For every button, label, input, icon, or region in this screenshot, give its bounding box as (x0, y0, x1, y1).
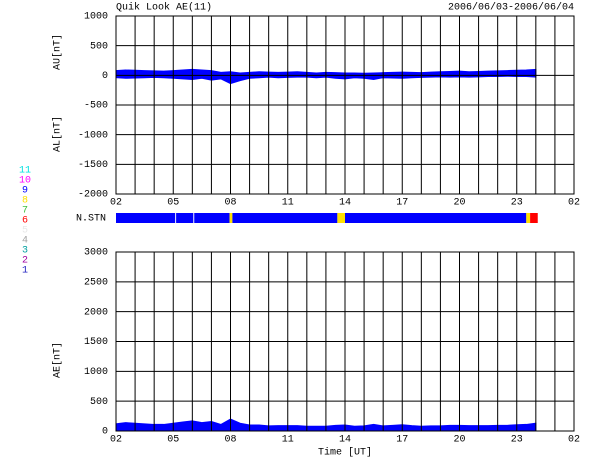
y-tick-label: 500 (90, 41, 108, 52)
x-tick-label: 02 (110, 198, 122, 209)
legend-label: 8 (22, 196, 28, 207)
y-tick-label: 0 (102, 427, 108, 438)
x-tick-label: 20 (453, 435, 465, 446)
y-axis-label: AE[nT] (52, 342, 64, 378)
y-tick-label: 2500 (84, 277, 108, 288)
area (115, 418, 537, 432)
legend-label: 4 (22, 236, 28, 247)
y-tick-label: 1500 (84, 337, 108, 348)
area (115, 74, 537, 85)
station-segment (232, 213, 338, 223)
station-segment (176, 213, 194, 223)
x-tick-label: 05 (167, 198, 179, 209)
legend-label: 1 (22, 266, 28, 277)
x-tick-label: 08 (224, 435, 236, 446)
y-tick-label: 3000 (84, 248, 108, 259)
x-tick-label: 20 (453, 198, 465, 209)
station-segment (337, 213, 345, 223)
x-tick-label: 05 (167, 435, 179, 446)
legend-label: 5 (22, 226, 28, 237)
y-tick-label: -2000 (78, 190, 108, 201)
area (115, 68, 537, 76)
plot-frame (115, 251, 575, 432)
station-segment (530, 213, 538, 223)
station-segment (194, 213, 230, 223)
legend-label: 2 (22, 256, 28, 267)
legend-label: 9 (22, 186, 28, 197)
x-tick-label: 11 (282, 435, 294, 446)
x-tick-label: 23 (511, 198, 523, 209)
strip-label: N.STN (76, 214, 106, 225)
x-tick-label: 02 (568, 198, 580, 209)
legend-label: 3 (22, 246, 28, 257)
x-tick-label: 17 (396, 435, 408, 446)
station-segment (345, 213, 527, 223)
x-axis-label: Time [UT] (318, 447, 372, 459)
y-tick-label: -1000 (78, 130, 108, 141)
x-tick-label: 11 (282, 198, 294, 209)
y-tick-label: 1000 (84, 12, 108, 23)
x-tick-label: 02 (568, 435, 580, 446)
x-tick-label: 23 (511, 435, 523, 446)
legend-label: 7 (22, 206, 28, 217)
station-segment (526, 213, 531, 223)
station-segment (116, 213, 176, 223)
y-axis-label: AU[nT] (52, 34, 64, 70)
station-segment (229, 213, 233, 223)
y-tick-label: -1500 (78, 160, 108, 171)
y-tick-label: 2000 (84, 307, 108, 318)
y-tick-label: 0 (102, 71, 108, 82)
y-tick-label: -500 (84, 101, 108, 112)
x-tick-label: 17 (396, 198, 408, 209)
y-axis-label: AL[nT] (52, 116, 64, 152)
x-tick-label: 14 (339, 198, 351, 209)
x-tick-label: 14 (339, 435, 351, 446)
y-tick-label: 500 (90, 397, 108, 408)
legend-label: 11 (19, 166, 31, 177)
y-tick-label: 1000 (84, 367, 108, 378)
chart-title: Quik Look AE(11) (116, 2, 212, 14)
plot-frame (115, 15, 575, 195)
date-range: 2006/06/03-2006/06/04 (448, 2, 574, 14)
legend-label: 10 (19, 176, 31, 187)
legend-label: 6 (22, 216, 28, 227)
x-tick-label: 02 (110, 435, 122, 446)
x-tick-label: 08 (224, 198, 236, 209)
